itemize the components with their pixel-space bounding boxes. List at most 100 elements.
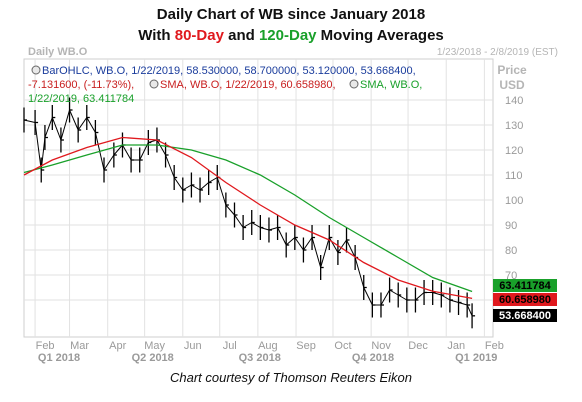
price-segment [225,204,235,216]
price-segment [320,237,330,268]
x-tick-label: Feb [36,340,55,352]
legend-marker-icon [31,65,41,75]
price-segment [277,227,287,246]
title-line-2: With 80-Day and 120-Day Moving Averages [0,25,582,46]
price-segment [173,177,184,191]
price-segment [389,289,399,296]
legend-sma120: SMA, WB.O, [360,79,422,91]
sma80-value-tag-bg [493,293,557,306]
quarter-label: Q2 2018 [132,352,174,364]
x-tick-label: Jan [447,340,465,352]
y-tick-label: 120 [505,145,523,157]
price-segment [208,177,218,183]
price-segment [285,237,296,246]
date-range-label: 1/23/2018 - 2/8/2019 (EST) [437,47,558,58]
price-segment [51,117,62,141]
close-value-tag: 53.668400 [499,310,551,322]
price-segment [449,299,459,303]
price-segment [86,117,96,133]
plot-border [23,58,494,338]
x-tick-label: May [144,340,165,352]
x-tick-label: Mar [70,340,89,352]
sma120-value-tag: 63.411784 [499,280,551,292]
currency-label: USD [499,78,525,92]
title-80-day: 80-Day [174,27,224,44]
price-segment [328,237,339,253]
labels: 60708090100110120130140FebMarAprMayJunJu… [28,46,558,364]
series [23,97,476,329]
price-segment [311,237,322,268]
x-tick-label: Jul [223,340,237,352]
y-tick-label: 140 [505,95,523,107]
price-axis-title: Price [497,63,527,77]
sma80-value-tag: 60.658980 [499,294,551,306]
legend-sma120-value: 1/22/2019, 63.411784 [28,93,134,105]
chart-caption: Chart courtesy of Thomson Reuters Eikon [169,370,413,385]
price-segment [242,222,252,228]
price-segment [234,214,244,228]
price-segment [156,139,166,156]
price-segment [216,177,227,206]
sma120-line [23,144,473,293]
sma120-value-tag-bg [493,279,557,292]
x-tick-label: Jun [184,340,202,352]
sma80-line [23,136,473,300]
y-tick-label: 110 [505,170,523,182]
price-segment [165,154,175,178]
legend-line-1: BarOHLC, WB.O, 1/22/2019, 58.530000, 58.… [42,65,416,77]
x-tick-label: Apr [109,340,126,352]
quarter-label: Q1 2019 [455,352,497,364]
x-tick-label: Nov [371,340,391,352]
price-segment [69,109,79,131]
price-segment [77,117,88,131]
x-tick-label: Oct [334,340,351,352]
price-segment [199,182,209,191]
title-mid: and [223,27,259,44]
price-segment [122,144,132,161]
price-segment [441,294,451,301]
title-prefix: With [138,27,175,44]
x-tick-label: Dec [408,340,428,352]
price-segment [397,294,408,301]
price-segment [23,119,36,123]
y-tick-label: 90 [505,220,517,232]
y-tick-label: 100 [505,195,523,207]
x-tick-label: Aug [258,340,278,352]
legend-marker-icon [149,79,159,89]
quarter-label: Q3 2018 [239,352,281,364]
quarter-label: Q1 2018 [38,352,80,364]
title-suffix: Moving Averages [316,27,444,44]
price-segment [103,154,115,171]
price-segment [294,237,304,251]
x-tick-label: Feb [485,340,504,352]
price-segment [458,302,468,306]
price-segment [466,304,473,317]
title-120-day: 120-Day [258,27,317,44]
price-segment [303,237,313,251]
price-segment [182,184,192,191]
price-segment [268,227,278,231]
price-segment [380,289,391,306]
grid [24,59,493,337]
price-segment [251,222,261,228]
symbol-label: Daily WB.O [28,46,88,58]
y-tick-label: 130 [505,120,523,132]
price-segment [346,239,356,258]
price-segment [432,292,442,296]
price-segment [415,292,425,301]
price-segment [34,122,42,171]
title-line-1: Daily Chart of WB since January 2018 [156,6,426,23]
price-segment [60,109,71,141]
price-segment [354,257,365,288]
price-segment [40,137,46,171]
quarter-label: Q4 2018 [352,352,394,364]
legend-sma80: SMA, WB.O, 1/22/2019, 60.658980, [160,79,336,91]
close-value-tag-bg [493,309,557,322]
price-segment [44,117,53,138]
x-tick-label: Sep [296,340,316,352]
price-segment [191,184,201,191]
legend-marker-icon [349,79,359,89]
price-segment [337,239,347,253]
price-segment [260,227,270,231]
